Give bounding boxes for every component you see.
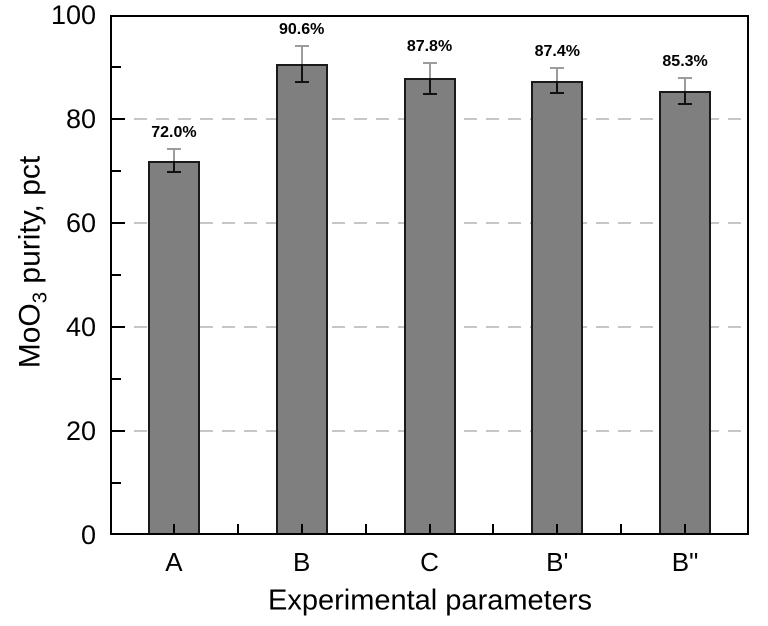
x-category-label: B xyxy=(293,547,311,577)
error-bar-lower-cap xyxy=(422,92,437,95)
error-bar-lower-cap xyxy=(166,171,181,174)
bar xyxy=(659,91,712,535)
error-bar-upper-cap xyxy=(294,45,309,48)
y-tick-label: 80 xyxy=(65,104,96,134)
error-bar-lower-cap xyxy=(678,103,693,106)
error-bar-lower-cap xyxy=(294,80,309,83)
x-category-label: B' xyxy=(546,547,569,577)
x-category-label: A xyxy=(165,547,183,577)
y-axis-minor-tick xyxy=(112,170,121,172)
error-bar-upper-cap xyxy=(678,77,693,80)
x-axis-major-tick xyxy=(684,524,687,533)
y-axis-major-tick xyxy=(112,222,125,224)
bar xyxy=(275,63,328,535)
error-bar-lower-stem xyxy=(428,78,431,94)
y-axis-major-tick xyxy=(112,118,125,120)
error-bar-lower-cap xyxy=(550,92,565,94)
y-axis-minor-tick xyxy=(112,378,121,380)
x-axis-major-tick xyxy=(428,524,431,533)
y-axis-minor-tick xyxy=(112,274,121,276)
bar-value-label: 72.0% xyxy=(151,124,197,142)
x-axis-major-tick xyxy=(556,524,559,533)
x-axis-title: Experimental parameters xyxy=(268,584,592,617)
y-axis-minor-tick xyxy=(112,66,121,68)
y-axis-title-subscript: 3 xyxy=(29,291,52,304)
error-bar-upper-stem xyxy=(300,46,303,64)
x-category-label: B" xyxy=(671,547,699,577)
bar-value-label: 87.4% xyxy=(534,43,580,61)
x-axis-major-tick xyxy=(300,524,303,533)
y-tick-label: 20 xyxy=(65,416,96,446)
y-tick-label: 100 xyxy=(50,0,96,30)
y-axis-major-tick xyxy=(112,430,125,432)
x-axis-minor-tick xyxy=(492,524,495,533)
error-bar-upper-stem xyxy=(428,63,431,79)
y-axis-minor-tick xyxy=(112,482,121,484)
x-axis-minor-tick xyxy=(236,524,239,533)
error-bar-lower-stem xyxy=(300,63,303,82)
error-bar-upper-stem xyxy=(172,149,175,161)
y-tick-label: 40 xyxy=(65,312,96,342)
error-bar-lower-stem xyxy=(556,80,559,93)
error-bar-upper-cap xyxy=(550,67,565,70)
error-bar-upper-cap xyxy=(166,148,181,151)
y-tick-label: 60 xyxy=(65,208,96,238)
bar-value-label: 90.6% xyxy=(279,21,325,39)
x-category-label: C xyxy=(420,547,439,577)
error-bar-upper-cap xyxy=(422,62,437,65)
y-axis-major-tick xyxy=(112,326,125,328)
y-tick-label: 0 xyxy=(80,520,96,550)
error-bar-upper-stem xyxy=(684,78,687,92)
x-axis-major-tick xyxy=(172,524,175,533)
bar xyxy=(531,80,584,535)
error-bar-lower-stem xyxy=(684,91,687,105)
bar xyxy=(403,78,456,535)
x-axis-minor-tick xyxy=(620,524,623,533)
x-axis-minor-tick xyxy=(364,524,367,533)
error-bar-upper-stem xyxy=(556,68,559,81)
bar xyxy=(147,160,200,535)
bar-value-label: 85.3% xyxy=(662,53,708,71)
error-bar-lower-stem xyxy=(172,160,175,173)
bar-value-label: 87.8% xyxy=(406,38,453,56)
